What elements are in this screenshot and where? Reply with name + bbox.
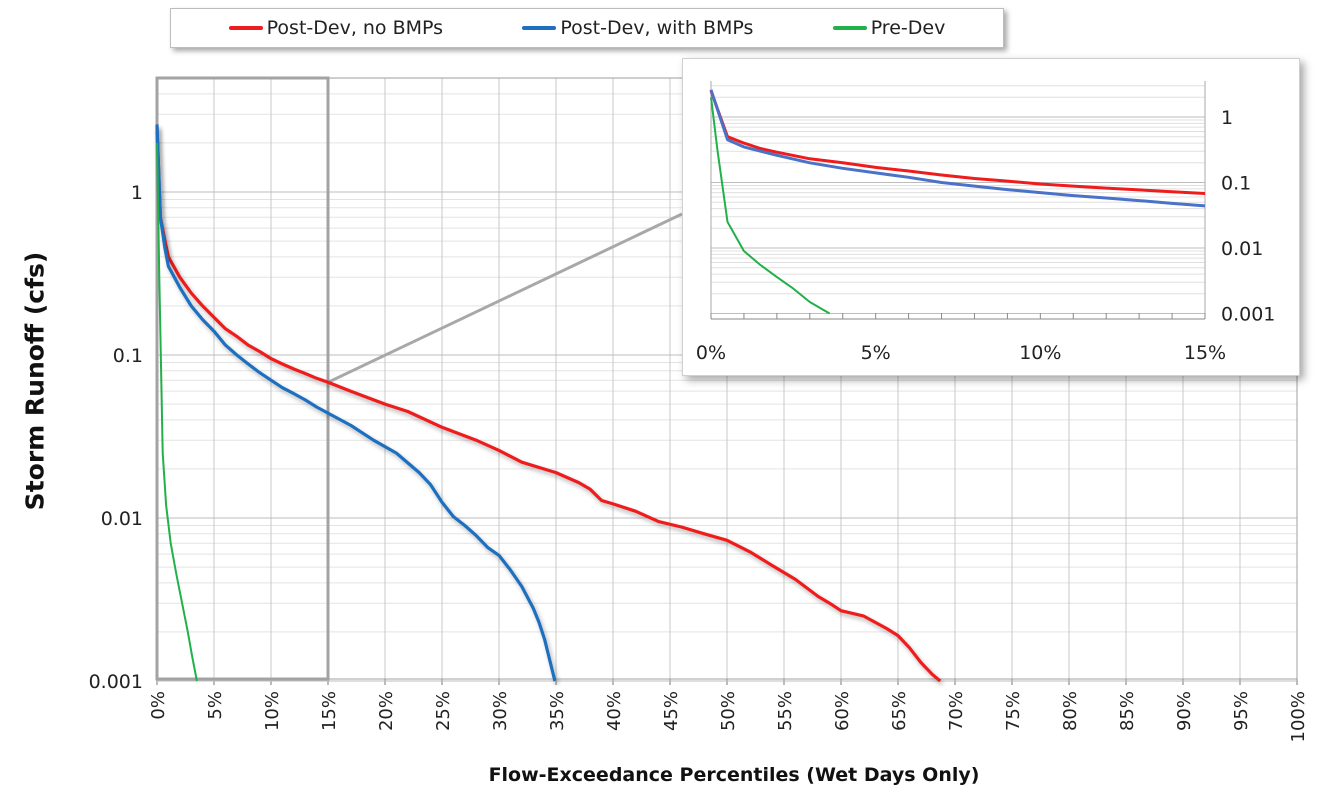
- x-tick-label: 80%: [1060, 691, 1081, 731]
- x-tick-label: 30%: [490, 691, 511, 731]
- x-tick-label: 25%: [433, 691, 454, 731]
- legend-item-post-dev-no-bmps: Post-Dev, no BMPs: [228, 17, 444, 39]
- x-tick-label: 70%: [946, 691, 967, 731]
- x-tick-label: 55%: [775, 691, 796, 731]
- legend-item-post-dev-with-bmps: Post-Dev, with BMPs: [522, 17, 753, 39]
- x-tick-label: 95%: [1231, 691, 1252, 731]
- y-tick-label: 0.1: [113, 345, 143, 367]
- inset-zoom-chart: 0.001 0.01 0.1 1 0% 5% 10% 15%: [682, 58, 1300, 376]
- x-tick-label: 75%: [1003, 691, 1024, 731]
- series-line-0: [155, 127, 942, 683]
- x-tick-label: 60%: [832, 691, 853, 731]
- inset-y-tick-label: 0.001: [1221, 304, 1275, 326]
- legend-label: Post-Dev, with BMPs: [560, 17, 754, 39]
- inset-series-line-0: [709, 90, 1206, 195]
- x-tick-label: 45%: [661, 691, 682, 731]
- inset-x-tick-label: 15%: [1184, 342, 1226, 364]
- x-tick-label: 35%: [547, 691, 568, 731]
- x-tick-label: 100%: [1288, 691, 1309, 742]
- x-tick-label: 85%: [1117, 691, 1138, 731]
- inset-y-tick-label: 0.01: [1221, 238, 1263, 260]
- inset-y-tick-label: 0.1: [1221, 173, 1251, 195]
- legend-swatch-green: [832, 26, 867, 30]
- x-tick-label: 40%: [604, 691, 625, 731]
- x-tick-label: 20%: [376, 691, 397, 731]
- y-tick-label: 1: [131, 182, 143, 204]
- x-tick-label: 0%: [148, 691, 169, 720]
- x-tick-label: 10%: [262, 691, 283, 731]
- inset-x-tick-label: 0%: [696, 342, 726, 364]
- legend: Post-Dev, no BMPs Post-Dev, with BMPs Pr…: [170, 8, 1004, 48]
- series-line-1: [155, 124, 557, 682]
- legend-label: Pre-Dev: [870, 17, 946, 39]
- y-tick-label: 0.001: [89, 671, 143, 693]
- legend-swatch-red: [228, 26, 263, 30]
- y-tick-label: 0.01: [101, 508, 143, 530]
- inset-x-tick-label: 5%: [861, 342, 891, 364]
- inset-series-line-1: [709, 89, 1206, 208]
- x-tick-label: 15%: [319, 691, 340, 731]
- x-tick-label: 90%: [1174, 691, 1195, 731]
- x-axis-label: Flow-Exceedance Percentiles (Wet Days On…: [488, 764, 980, 786]
- series-line-2: [156, 142, 198, 682]
- zoom-region-box: [155, 76, 330, 681]
- legend-label: Post-Dev, no BMPs: [266, 17, 444, 39]
- inset-y-tick-label: 1: [1221, 107, 1233, 129]
- x-tick-label: 65%: [889, 691, 910, 731]
- x-tick-label: 50%: [718, 691, 739, 731]
- inset-series-line-2: [710, 97, 831, 315]
- y-axis-label: Storm Runoff (cfs): [20, 251, 50, 511]
- legend-item-pre-dev: Pre-Dev: [832, 17, 946, 39]
- inset-x-tick-label: 10%: [1019, 342, 1061, 364]
- legend-swatch-blue: [522, 26, 557, 30]
- x-tick-label: 5%: [205, 691, 226, 720]
- zoom-connector-line: [327, 212, 683, 384]
